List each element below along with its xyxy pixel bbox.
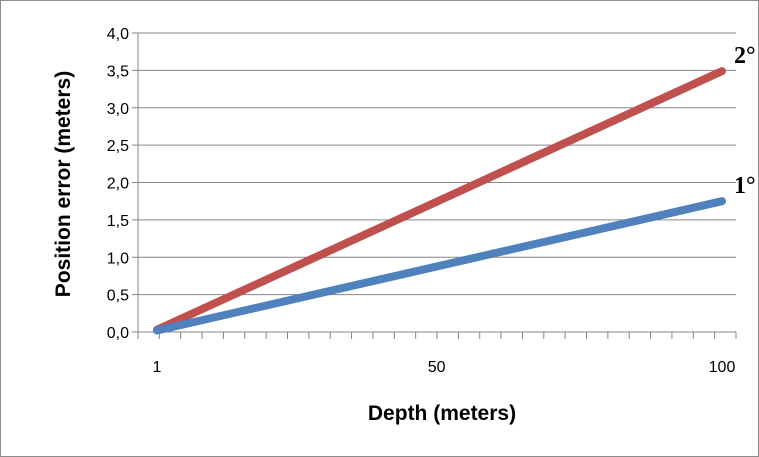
y-tick-label: 1,0: [107, 250, 129, 267]
y-tick-label: 3,0: [107, 101, 129, 118]
y-tick-label: 2,0: [107, 176, 129, 193]
y-tick-label: 4,0: [107, 26, 129, 43]
series-line: [153, 67, 726, 334]
labels: 0,0 0,5 1,0 1,5 2,0 2,5 3,0 3,5 4,0 1 50 100 2° 1°: [107, 26, 756, 376]
x-tick-label: 100: [709, 359, 736, 376]
series-lines: [153, 67, 726, 335]
y-tick-label: 0,0: [107, 325, 129, 342]
y-tick-label: 1,5: [107, 213, 129, 230]
x-tick-label: 1: [153, 359, 162, 376]
gridlines: [138, 32, 736, 296]
x-tick-label: 50: [428, 359, 446, 376]
x-axis-title: Depth (meters): [368, 402, 516, 425]
series-line: [153, 197, 726, 335]
y-tick-label: 0,5: [107, 288, 129, 305]
y-tick-label: 2,5: [107, 138, 129, 155]
y-axis-title: Position error (meters): [52, 71, 75, 297]
axes: [132, 32, 737, 339]
y-tick-label: 3,5: [107, 63, 129, 80]
series-label: 2°: [734, 43, 756, 69]
series-label: 1°: [734, 173, 756, 199]
